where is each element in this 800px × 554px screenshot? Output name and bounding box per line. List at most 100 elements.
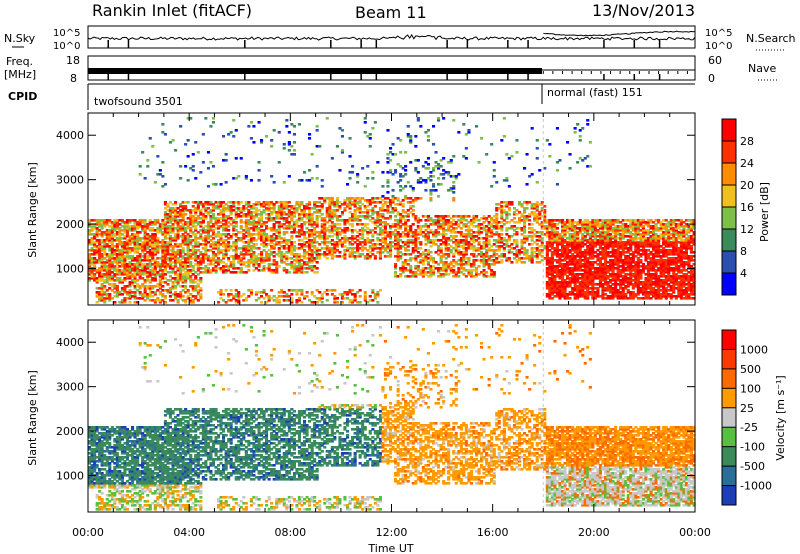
cell-4085 — [475, 215, 479, 218]
cell-3338 — [394, 203, 398, 206]
cell-1371 — [196, 265, 200, 268]
cell-197 — [105, 293, 109, 296]
cell-3238 — [383, 231, 387, 234]
cell-1399 — [199, 277, 203, 280]
cell-4676 — [553, 291, 557, 294]
cell-2019 — [257, 223, 261, 226]
cell-2346 — [287, 141, 291, 144]
cell-4128 — [482, 253, 486, 256]
cell-4525 — [538, 235, 542, 238]
cell-3701 — [432, 235, 436, 238]
cell-1015 — [171, 267, 175, 270]
cell-3462 — [406, 233, 410, 236]
cell-3851 — [447, 215, 451, 218]
cell-40 — [90, 237, 94, 240]
cell-2253 — [280, 237, 284, 240]
cell-2126 — [267, 227, 271, 230]
cell-3011 — [356, 209, 360, 212]
cell-729 — [148, 259, 152, 262]
cell-2785 — [330, 223, 334, 226]
cell-713 — [148, 299, 152, 302]
cell-1156 — [181, 273, 185, 276]
cell-2567 — [308, 215, 312, 218]
cell-1052 — [174, 263, 178, 266]
cell-2539 — [305, 215, 309, 218]
cell-1013 — [171, 271, 175, 274]
cell-2460 — [297, 213, 301, 216]
cell-3008 — [356, 219, 360, 222]
cell-3656 — [426, 217, 430, 220]
cell-3540 — [414, 233, 418, 236]
cell-336 — [115, 243, 119, 246]
cell-1397 — [199, 281, 203, 284]
cell-4014 — [467, 261, 471, 264]
cell-3744 — [437, 227, 441, 230]
cell-785 — [153, 273, 157, 276]
cell-619 — [138, 165, 142, 168]
cell-325 — [115, 269, 119, 272]
cell-61 — [93, 245, 97, 248]
cell-2533 — [305, 241, 309, 244]
cell-3269 — [386, 171, 390, 174]
cell-1923 — [249, 291, 253, 294]
cell-4597 — [545, 225, 549, 228]
cell-3204 — [378, 209, 382, 212]
cell-4780 — [561, 279, 565, 282]
cell-2795 — [330, 197, 334, 200]
cell-4079 — [475, 239, 479, 242]
cell-4238 — [495, 213, 499, 216]
cell-4607 — [548, 285, 552, 288]
cell-4494 — [535, 261, 539, 264]
cell-4908 — [571, 289, 575, 292]
cell-4335 — [510, 247, 514, 250]
cell-1437 — [201, 221, 205, 224]
cell-587 — [136, 227, 140, 230]
cell-2004 — [257, 297, 261, 300]
cell-1567 — [214, 227, 218, 230]
cell-4505 — [535, 219, 539, 222]
cell-1009 — [171, 285, 175, 288]
cell-988 — [168, 241, 172, 244]
cell-31 — [90, 261, 94, 264]
cell-1019 — [171, 255, 175, 258]
cell-1138 — [179, 219, 183, 222]
cell-436 — [125, 297, 129, 300]
cell-3525 — [414, 273, 418, 276]
cell-4861 — [566, 247, 570, 250]
cell-440 — [125, 277, 129, 280]
cell-3631 — [424, 215, 428, 218]
cell-3989 — [464, 263, 468, 266]
cell-4685 — [553, 271, 557, 274]
cell-4911 — [571, 279, 575, 282]
cell-1974 — [252, 207, 256, 210]
cell-2534 — [305, 237, 309, 240]
cell-4795 — [561, 245, 565, 248]
cell-4828 — [563, 251, 567, 254]
cell-1398 — [199, 279, 203, 282]
cell-1702 — [227, 241, 231, 244]
cell-2632 — [313, 201, 317, 204]
cell-228 — [108, 283, 112, 286]
cell-4605 — [548, 289, 552, 292]
cell-4858 — [566, 253, 570, 256]
cell-2732 — [325, 249, 329, 252]
cell-1505 — [209, 257, 213, 260]
cell-292 — [113, 283, 117, 286]
cell-1438 — [201, 219, 205, 222]
cell-464 — [125, 223, 129, 226]
cell-4826 — [563, 255, 567, 258]
cell-3464 — [406, 229, 410, 232]
cell-3614 — [424, 273, 428, 276]
cell-1327 — [194, 289, 198, 292]
cell-737 — [148, 239, 152, 242]
cell-4484 — [533, 233, 537, 236]
cell-1585 — [217, 249, 221, 252]
cell-3846 — [447, 227, 451, 230]
cell-3706 — [432, 219, 436, 222]
cell-2034 — [260, 269, 264, 272]
cell-3285 — [389, 231, 393, 234]
cell-4783 — [561, 273, 565, 276]
cell-907 — [163, 267, 167, 270]
cell-3541 — [414, 231, 418, 234]
cell-3169 — [376, 291, 380, 294]
